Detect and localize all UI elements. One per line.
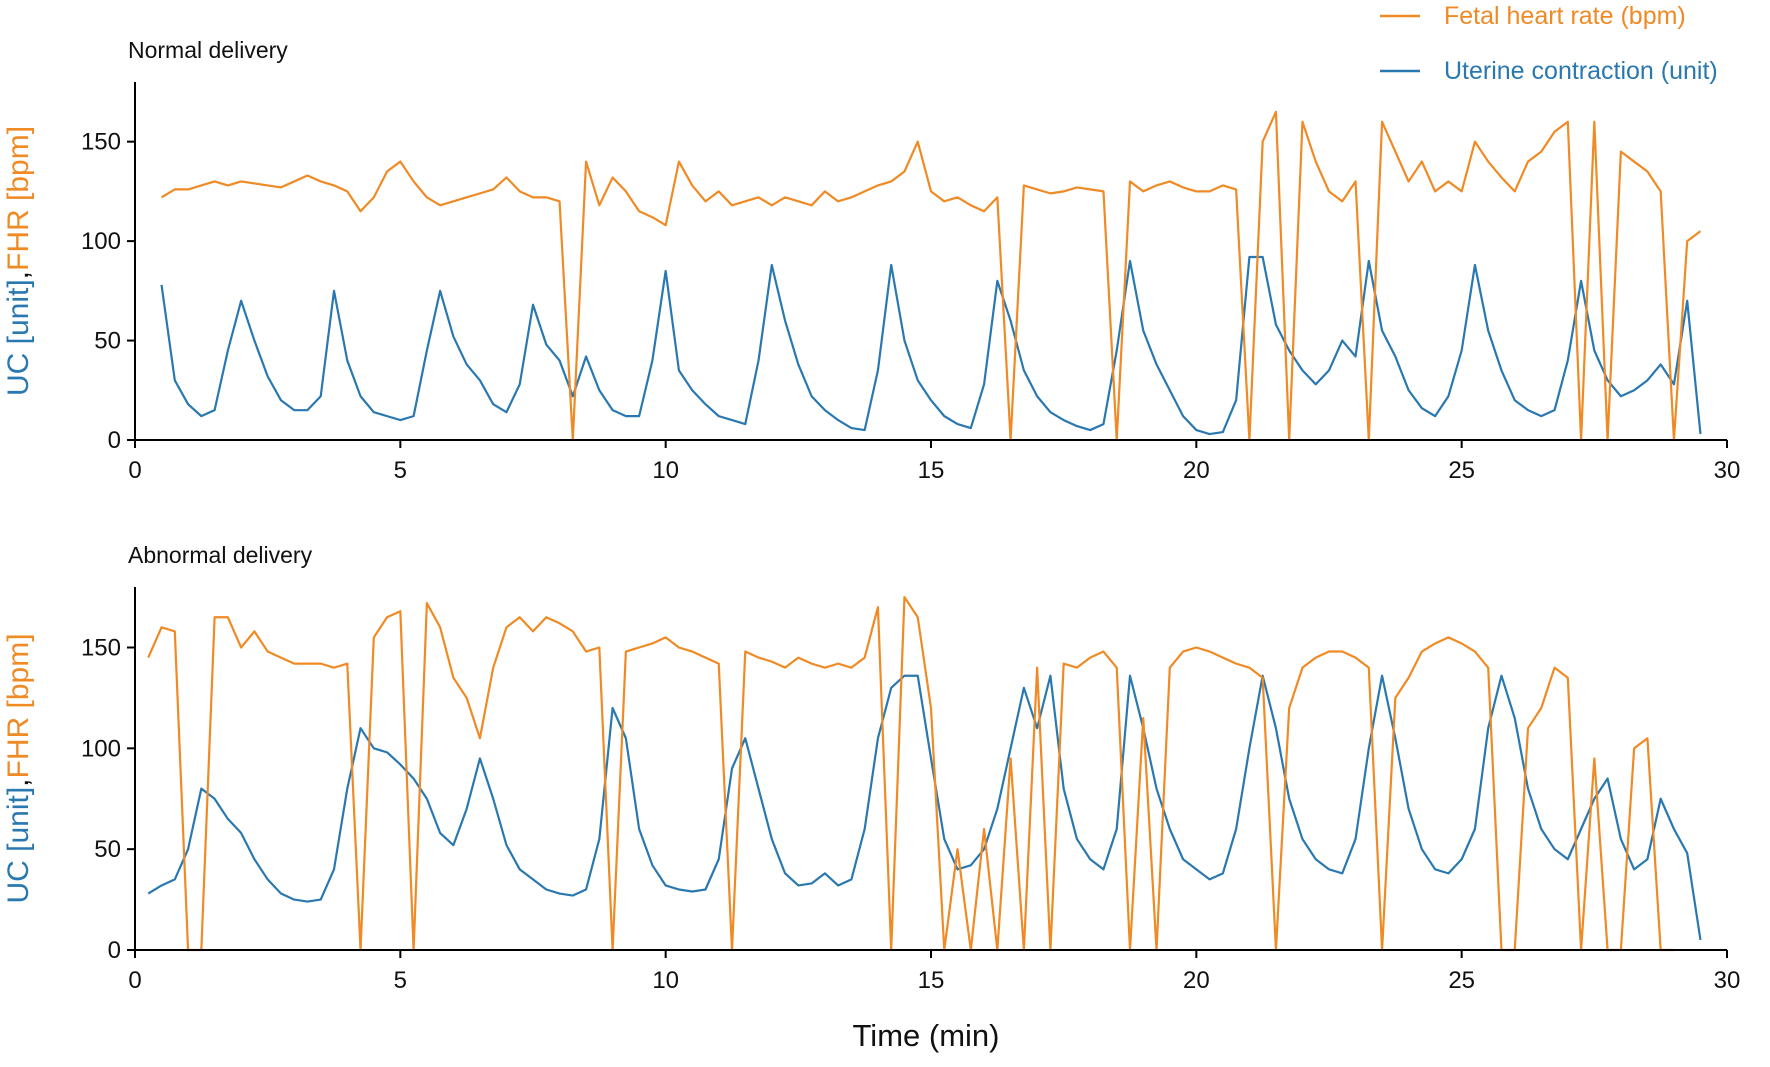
y-tick-label: 150 bbox=[81, 129, 121, 156]
x-tick-label: 20 bbox=[1183, 967, 1210, 994]
x-axis-label: Time (min) bbox=[853, 1018, 1000, 1053]
x-tick-label: 15 bbox=[918, 967, 945, 994]
y-tick-label: 150 bbox=[81, 635, 121, 662]
y-tick-label: 50 bbox=[94, 836, 121, 863]
chart-title: Normal delivery bbox=[128, 37, 288, 63]
x-tick-label: 10 bbox=[652, 967, 679, 994]
y-tick-label: 0 bbox=[108, 937, 121, 964]
x-tick-label: 30 bbox=[1714, 457, 1741, 484]
chart-title: Abnormal delivery bbox=[128, 542, 313, 568]
y-tick-label: 0 bbox=[108, 427, 121, 454]
y-axis-label-part: , bbox=[2, 778, 35, 786]
data-line bbox=[160, 110, 1702, 442]
x-tick-label: 15 bbox=[918, 457, 945, 484]
x-tick-label: 5 bbox=[394, 457, 407, 484]
x-tick-label: 25 bbox=[1448, 967, 1475, 994]
y-axis-label: UC [unit],FHR [bpm] bbox=[2, 633, 35, 903]
data-line bbox=[160, 255, 1702, 436]
y-axis-label-part: FHR [bpm] bbox=[2, 126, 35, 271]
x-tick-label: 0 bbox=[128, 967, 141, 994]
y-axis-label-part: UC [unit] bbox=[2, 787, 35, 904]
x-tick-label: 20 bbox=[1183, 457, 1210, 484]
y-axis-label-part: UC [unit] bbox=[2, 279, 35, 396]
data-line bbox=[147, 595, 1674, 952]
legend-label: Uterine contraction (unit) bbox=[1444, 57, 1718, 85]
data-line bbox=[147, 674, 1702, 941]
y-axis-label: UC [unit],FHR [bpm] bbox=[2, 126, 35, 396]
x-tick-label: 25 bbox=[1448, 457, 1475, 484]
x-tick-label: 10 bbox=[652, 457, 679, 484]
y-tick-label: 100 bbox=[81, 735, 121, 762]
y-axis-label-part: , bbox=[2, 271, 35, 279]
y-axis-label-part: FHR [bpm] bbox=[2, 633, 35, 778]
legend-label: Fetal heart rate (bpm) bbox=[1444, 2, 1686, 30]
x-tick-label: 5 bbox=[394, 967, 407, 994]
x-tick-label: 0 bbox=[128, 457, 141, 484]
y-tick-label: 100 bbox=[81, 228, 121, 255]
y-tick-label: 50 bbox=[94, 328, 121, 355]
x-tick-label: 30 bbox=[1714, 967, 1741, 994]
